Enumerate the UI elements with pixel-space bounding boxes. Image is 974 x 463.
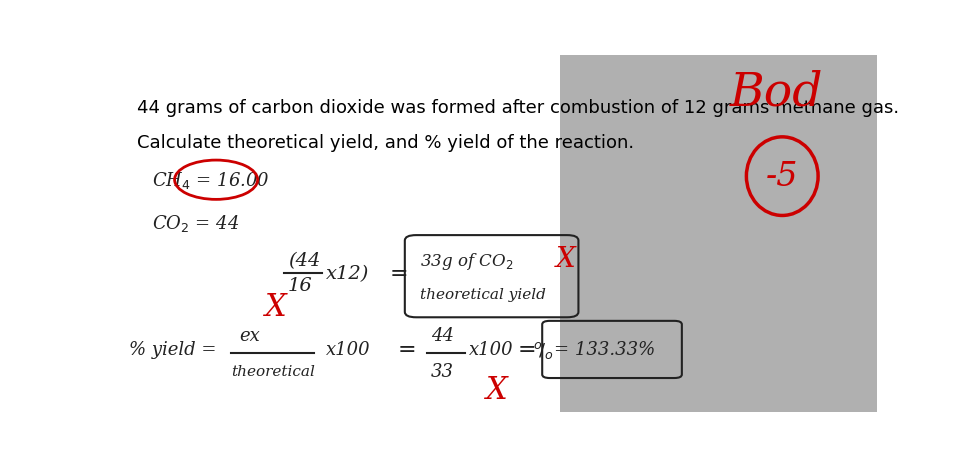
Text: X: X bbox=[556, 245, 576, 272]
Bar bbox=[559, 56, 877, 412]
Text: =: = bbox=[397, 339, 416, 361]
Text: theoretical: theoretical bbox=[231, 364, 315, 378]
Text: 16: 16 bbox=[288, 276, 313, 294]
Text: (44: (44 bbox=[288, 251, 320, 269]
Text: 44: 44 bbox=[431, 326, 454, 344]
Text: CO$_2$ = 44: CO$_2$ = 44 bbox=[152, 213, 240, 234]
Text: 33g of CO$_2$: 33g of CO$_2$ bbox=[420, 250, 513, 271]
Text: X: X bbox=[486, 374, 508, 405]
Text: CH$_4$ = 16.00: CH$_4$ = 16.00 bbox=[152, 170, 270, 191]
Text: X: X bbox=[265, 291, 287, 322]
Text: = 133.33%: = 133.33% bbox=[553, 341, 655, 359]
Text: x100: x100 bbox=[469, 341, 513, 359]
Text: -5: -5 bbox=[766, 161, 799, 193]
Text: Bod: Bod bbox=[730, 70, 823, 115]
Text: =: = bbox=[518, 339, 537, 361]
Text: Calculate theoretical yield, and % yield of the reaction.: Calculate theoretical yield, and % yield… bbox=[136, 134, 634, 152]
Text: 33: 33 bbox=[431, 362, 454, 380]
Text: $^o\!/_o$: $^o\!/_o$ bbox=[533, 339, 554, 360]
Text: 44 grams of carbon dioxide was formed after combustion of 12 grams methane gas.: 44 grams of carbon dioxide was formed af… bbox=[136, 98, 899, 116]
Text: =: = bbox=[390, 262, 408, 284]
Text: ex: ex bbox=[239, 326, 259, 344]
Text: theoretical yield: theoretical yield bbox=[420, 288, 545, 301]
Text: x12): x12) bbox=[325, 264, 369, 282]
Text: x100: x100 bbox=[325, 341, 370, 359]
Text: % yield =: % yield = bbox=[130, 341, 217, 359]
